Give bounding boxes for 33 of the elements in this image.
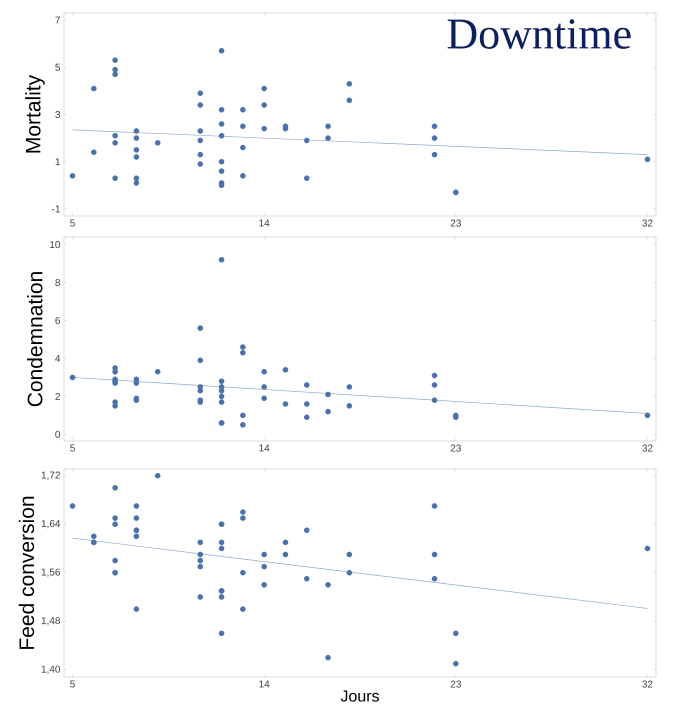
- x-tick-label: 32: [642, 220, 653, 227]
- x-tick-label: 5: [70, 220, 75, 227]
- y-axis-title: Feed conversion: [18, 496, 34, 649]
- x-tick-label: 14: [259, 444, 270, 452]
- y-tick-label: 1: [56, 158, 60, 166]
- x-tick-label: 32: [642, 680, 653, 688]
- y-tick-label: 2: [55, 392, 60, 400]
- y-tick-label: 1,56: [42, 568, 60, 577]
- y-tick-label: 1,72: [42, 472, 60, 480]
- y-tick-label: -1: [52, 205, 60, 212]
- y-tick-label: 4: [55, 355, 60, 362]
- x-tick-label: 23: [450, 220, 461, 227]
- x-tick-label: 23: [450, 444, 461, 452]
- chart-title: Downtime: [448, 19, 631, 49]
- y-tick-label: 3: [55, 110, 60, 118]
- x-tick-label: 23: [450, 680, 461, 688]
- x-tick-label: 32: [642, 444, 653, 452]
- y-tick-label: 0: [55, 430, 60, 438]
- x-axis-title: Jours: [340, 690, 379, 702]
- y-axis-title: Condemnation: [27, 272, 42, 406]
- x-tick-label: 5: [70, 680, 75, 688]
- y-tick-label: 7: [55, 16, 60, 24]
- y-tick-label: 1,40: [42, 666, 60, 674]
- y-tick-label: 8: [55, 279, 60, 286]
- x-tick-label: 14: [259, 220, 270, 226]
- y-axis-title: Mortality: [25, 74, 45, 152]
- y-tick-label: 6: [55, 316, 60, 324]
- x-tick-label: 14: [259, 680, 270, 688]
- y-tick-label: 10: [50, 241, 60, 248]
- x-tick-label: 5: [70, 444, 75, 452]
- y-tick-label: 1,64: [42, 520, 60, 528]
- y-tick-label: 1,48: [42, 617, 60, 626]
- y-tick-label: 5: [55, 64, 60, 71]
